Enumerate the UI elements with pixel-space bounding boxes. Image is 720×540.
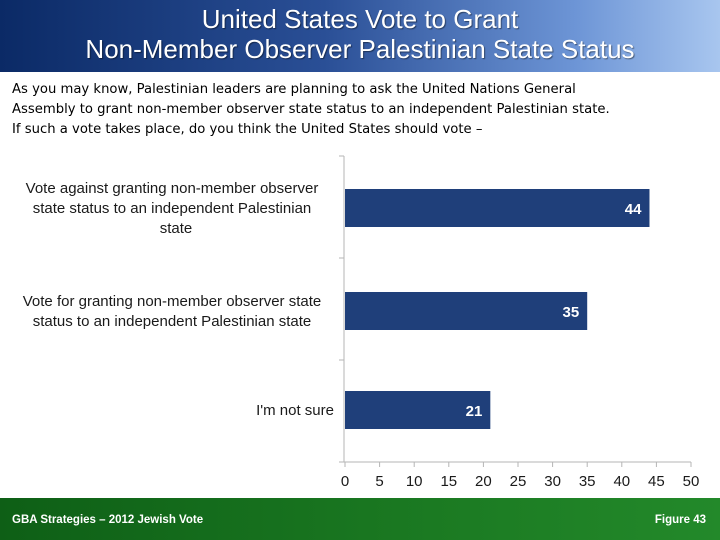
- category-label-line: state status to an independent Palestini…: [33, 200, 312, 217]
- x-tick-label: 50: [683, 473, 700, 490]
- horizontal-bar-chart: 0 5 10 15 20 25 30 35 40 45 50 44 Vote against grant…: [23, 155, 700, 490]
- bar: [345, 391, 491, 429]
- bar-value-label: 35: [563, 304, 580, 321]
- survey-question: As you may know, Palestinian leaders are…: [12, 80, 712, 140]
- question-line-1: As you may know, Palestinian leaders are…: [12, 82, 576, 97]
- x-tick-label: 20: [475, 473, 492, 490]
- figure-number: Figure 43: [654, 514, 706, 526]
- question-line-2: Assembly to grant non-member observer st…: [12, 102, 610, 117]
- x-tick-label: 30: [544, 473, 561, 490]
- slide-header: United States Vote to Grant Non-Member O…: [0, 0, 720, 72]
- slide-title-line-2: Non-Member Observer Palestinian State St…: [85, 34, 635, 64]
- slide-footer: GBA Strategies – 2012 Jewish Vote Figure…: [0, 498, 720, 540]
- slide-title-line-1: United States Vote to Grant: [201, 4, 519, 34]
- footer-source: GBA Strategies – 2012 Jewish Vote: [12, 514, 204, 526]
- x-tick-label: 5: [375, 473, 383, 490]
- category-label-line: I'm not sure: [256, 402, 334, 419]
- x-tick-label: 40: [613, 473, 630, 490]
- bar: [345, 189, 650, 227]
- category-label-line: Vote against granting non-member observe…: [26, 180, 319, 197]
- bar: [345, 292, 588, 330]
- bar-value-label: 44: [625, 201, 642, 218]
- x-tick-label: 15: [440, 473, 457, 490]
- x-tick-label: 0: [341, 473, 349, 490]
- x-tick-label: 25: [510, 473, 527, 490]
- bar-value-label: 21: [466, 403, 483, 420]
- category-label-line: state: [160, 220, 193, 237]
- x-tick-label: 10: [406, 473, 423, 490]
- x-tick-label: 35: [579, 473, 596, 490]
- question-line-3: If such a vote takes place, do you think…: [12, 122, 483, 137]
- category-label-line: status to an independent Palestinian sta…: [33, 313, 312, 330]
- x-tick-label: 45: [648, 473, 665, 490]
- category-label-line: Vote for granting non-member observer st…: [23, 293, 322, 310]
